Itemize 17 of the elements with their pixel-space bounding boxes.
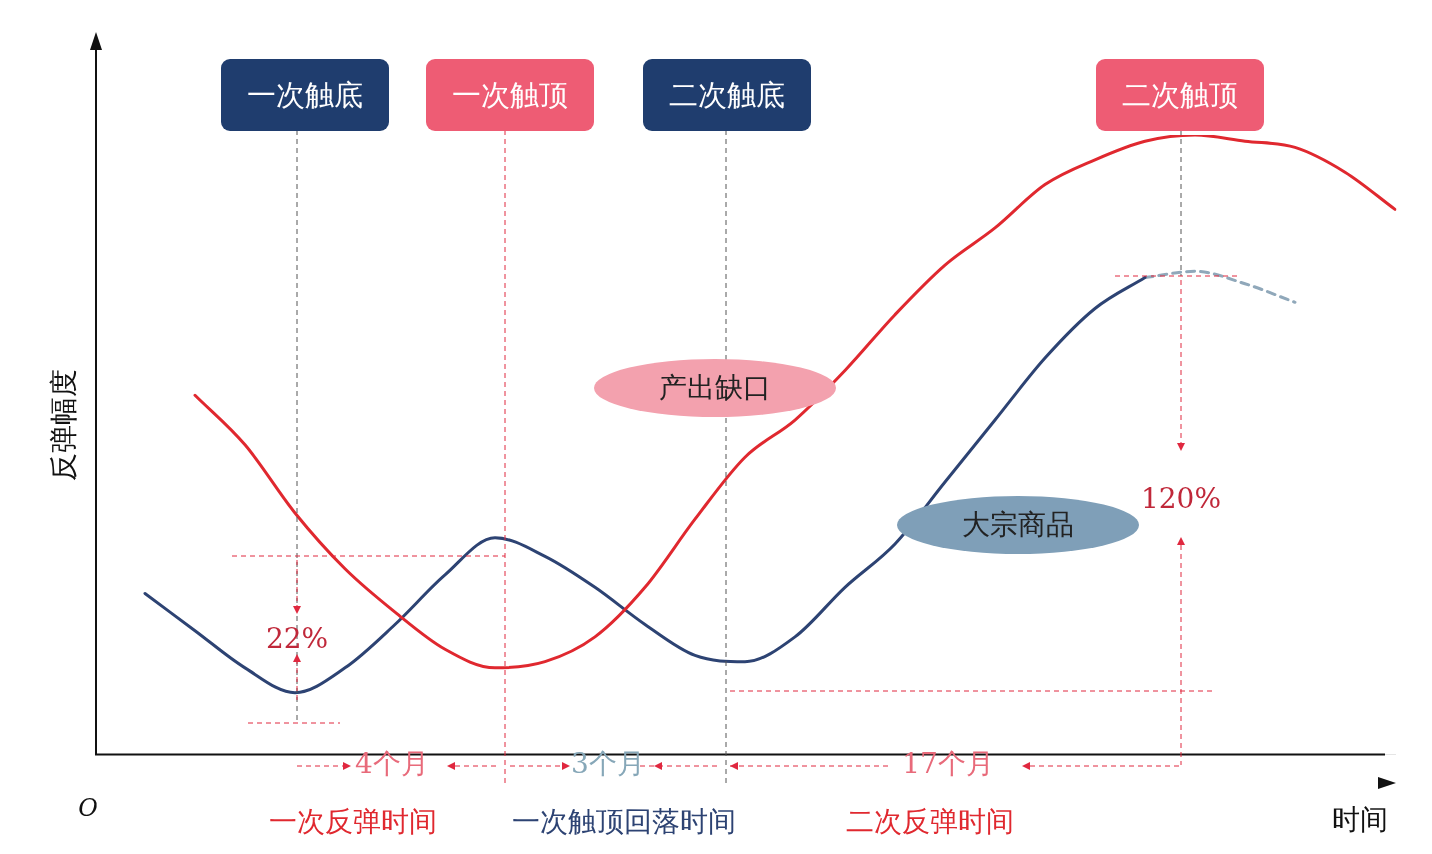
annotation: 22% bbox=[265, 621, 329, 655]
text: O bbox=[78, 794, 98, 822]
text: 二次反弹时间 bbox=[846, 804, 1014, 840]
rounded-box: 一次触顶 bbox=[426, 59, 594, 131]
rounded-box: 一次触底 bbox=[221, 59, 389, 131]
rounded-box: 二次触顶 bbox=[1096, 59, 1264, 131]
ellipse-badge: 产出缺口 bbox=[594, 359, 836, 417]
text: 一次反弹时间 bbox=[269, 804, 437, 840]
x-axis-title: 时间 bbox=[1332, 803, 1388, 837]
annotation: 17个月 bbox=[902, 746, 994, 782]
annotation: 4个月 bbox=[355, 746, 429, 782]
annotation: 120% bbox=[1140, 481, 1222, 515]
y-axis-title: 反弹幅度 bbox=[47, 369, 81, 481]
ellipse-badge: 大宗商品 bbox=[897, 496, 1139, 554]
text: 一次触顶回落时间 bbox=[512, 804, 736, 840]
annotation: 3个月 bbox=[571, 746, 645, 782]
rounded-box: 二次触底 bbox=[643, 59, 811, 131]
